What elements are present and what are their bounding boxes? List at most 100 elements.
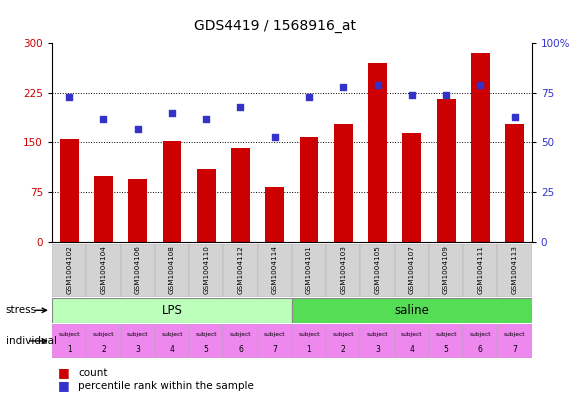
Text: GDS4419 / 1568916_at: GDS4419 / 1568916_at [194,19,355,33]
Text: ■: ■ [58,366,69,379]
Point [133,125,142,132]
Bar [155,244,189,297]
Text: GSM1004114: GSM1004114 [272,245,278,294]
Text: 7: 7 [272,345,277,354]
Text: subject: subject [195,332,217,338]
Text: GSM1004107: GSM1004107 [409,245,415,294]
Text: GSM1004104: GSM1004104 [101,245,106,294]
Bar [121,244,155,297]
Bar [121,324,155,358]
Bar [265,187,284,242]
Point [202,116,211,122]
Text: GSM1004113: GSM1004113 [512,245,518,294]
Bar [368,63,387,242]
Bar [505,124,524,242]
Point [510,114,519,120]
Text: 1: 1 [307,345,312,354]
Text: 5: 5 [444,345,449,354]
Point [407,92,416,98]
Text: subject: subject [367,332,388,338]
Text: 1: 1 [67,345,72,354]
Text: GSM1004110: GSM1004110 [203,245,209,294]
Text: individual: individual [6,336,57,346]
Bar [361,244,395,297]
Bar [258,324,292,358]
Bar [189,244,223,297]
Text: 4: 4 [409,345,414,354]
Text: 7: 7 [512,345,517,354]
Bar [326,324,361,358]
Text: 6: 6 [478,345,483,354]
Text: LPS: LPS [161,304,183,317]
Bar [60,139,79,242]
Text: GSM1004112: GSM1004112 [238,245,243,294]
Bar [189,324,223,358]
Bar [429,244,463,297]
Text: 3: 3 [135,345,140,354]
Bar [258,244,292,297]
Bar [498,244,532,297]
Text: count: count [78,367,108,378]
Text: GSM1004105: GSM1004105 [375,245,380,294]
Text: subject: subject [264,332,286,338]
Bar [86,324,121,358]
Point [270,133,279,140]
Text: 2: 2 [101,345,106,354]
Bar [94,176,113,242]
Point [99,116,108,122]
Text: subject: subject [469,332,491,338]
Bar [292,298,532,323]
Text: 2: 2 [341,345,346,354]
Text: GSM1004101: GSM1004101 [306,245,312,294]
Bar [395,324,429,358]
Text: percentile rank within the sample: percentile rank within the sample [78,381,254,391]
Point [339,84,348,90]
Bar [86,244,121,297]
Bar [299,137,318,242]
Point [373,82,382,88]
Point [305,94,314,100]
Bar [463,244,498,297]
Bar [155,324,189,358]
Text: 3: 3 [375,345,380,354]
Bar [231,148,250,242]
Bar [223,244,258,297]
Bar [223,324,258,358]
Bar [429,324,463,358]
Bar [292,244,326,297]
Text: subject: subject [435,332,457,338]
Bar [52,324,86,358]
Text: subject: subject [229,332,251,338]
Bar [361,324,395,358]
Text: 4: 4 [169,345,175,354]
Bar [326,244,361,297]
Bar [292,324,326,358]
Bar [52,298,292,323]
Bar [436,99,455,242]
Bar [471,53,490,242]
Text: subject: subject [504,332,525,338]
Text: GSM1004109: GSM1004109 [443,245,449,294]
Bar [52,244,86,297]
Text: stress: stress [6,305,37,315]
Text: ■: ■ [58,379,69,393]
Point [236,104,245,110]
Text: 6: 6 [238,345,243,354]
Text: GSM1004111: GSM1004111 [477,245,483,294]
Bar [395,244,429,297]
Point [442,92,451,98]
Text: 5: 5 [204,345,209,354]
Text: saline: saline [394,304,429,317]
Point [65,94,74,100]
Bar [463,324,498,358]
Text: GSM1004106: GSM1004106 [135,245,140,294]
Text: subject: subject [92,332,114,338]
Bar [162,141,181,242]
Text: subject: subject [332,332,354,338]
Bar [334,124,353,242]
Text: GSM1004108: GSM1004108 [169,245,175,294]
Point [476,82,485,88]
Bar [402,132,421,242]
Text: subject: subject [127,332,149,338]
Text: subject: subject [58,332,80,338]
